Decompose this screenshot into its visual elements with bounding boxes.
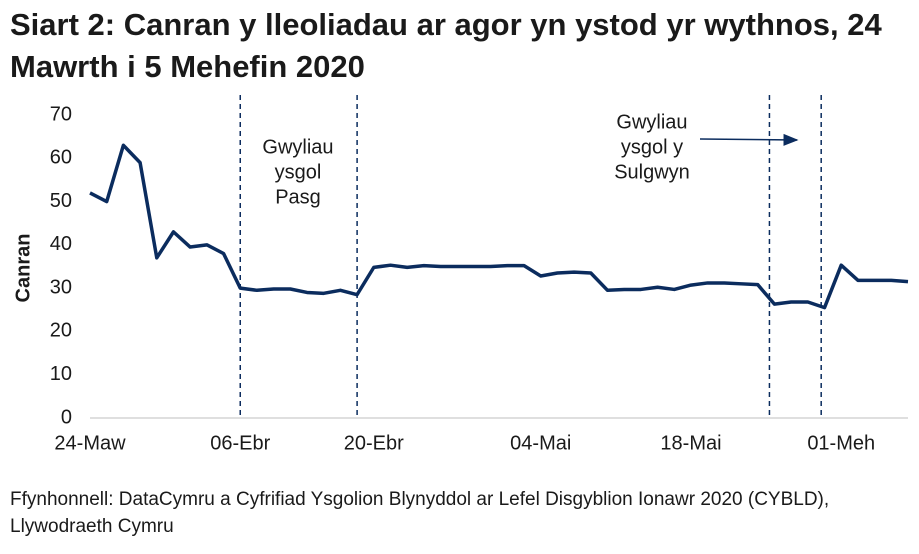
y-tick-label: 50 [50,190,72,212]
y-tick-label: 0 [61,406,72,428]
x-tick-label: 04-Mai [510,432,571,454]
y-tick-label: 20 [50,320,72,342]
chart: Canran 0 10 20 30 40 50 60 70 24-Maw 06-Ebr 20-Ebr… [12,95,909,454]
annotation: ysgol [275,161,322,183]
annotation: Sulgwyn [614,161,690,183]
y-tick-label: 60 [50,147,72,169]
annotation: Gwyliau [616,111,687,133]
y-tick-label: 10 [50,363,72,385]
y-tick-label: 70 [50,103,72,125]
y-axis-label: Canran [12,234,34,303]
annotation: ysgol y [621,136,683,158]
chart-title: Siart 2: Canran y lleoliadau ar agor yn … [10,7,882,84]
x-tick-label: 01-Meh [807,432,875,454]
source: Ffynhonnell: DataCymru a Cyfrifiad Ysgol… [10,489,830,537]
annotation: Gwyliau [262,136,333,158]
x-tick-label: 20-Ebr [344,432,404,454]
x-tick-label: 06-Ebr [210,432,270,454]
y-tick-label: 30 [50,276,72,298]
data-line [89,143,909,310]
annotation: Pasg [275,186,321,208]
x-tick-label: 18-Mai [660,432,721,454]
x-tick-label: 24-Maw [54,432,126,454]
annotation-arrow [699,133,799,146]
y-tick-label: 40 [50,233,72,255]
